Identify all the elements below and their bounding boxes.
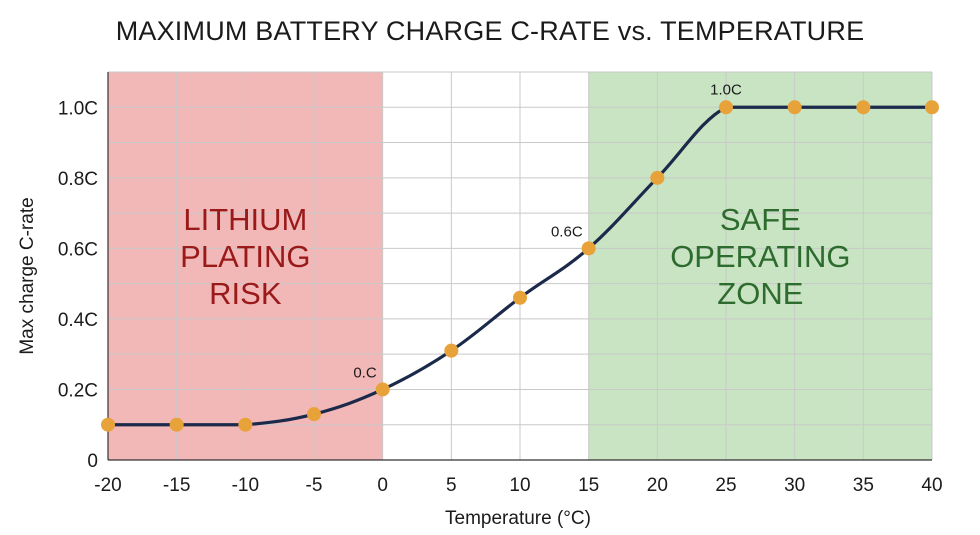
data-point	[101, 417, 115, 432]
x-tick-label: 25	[715, 475, 736, 496]
y-tick-label: 0.8C	[58, 169, 98, 190]
chart-title: MAXIMUM BATTERY CHARGE C-RATE vs. TEMPER…	[115, 16, 865, 46]
zone-label-1-line-2: ZONE	[717, 276, 803, 311]
y-tick-label: 0.4C	[58, 310, 98, 331]
x-tick-label: 35	[853, 475, 874, 496]
data-label: 1.0C	[710, 81, 742, 98]
zone-label-1-line-1: OPERATING	[670, 239, 850, 274]
y-tick-label: 0	[87, 451, 98, 472]
data-point	[238, 417, 253, 432]
data-label: 0.C	[353, 364, 377, 381]
zone-label-1-line-0: SAFE	[720, 202, 801, 237]
data-label: 0.6C	[551, 223, 583, 240]
data-point	[307, 407, 321, 422]
y-tick-label: 1.0C	[58, 98, 98, 119]
x-tick-label: 15	[578, 475, 599, 496]
data-point	[719, 100, 733, 115]
y-tick-label: 0.2C	[58, 380, 98, 401]
data-point	[925, 100, 939, 115]
x-tick-label: 5	[446, 475, 457, 496]
x-axis-label: Temperature (°C)	[445, 508, 591, 529]
data-point	[856, 100, 871, 115]
x-tick-label: 10	[509, 475, 530, 496]
data-point	[650, 170, 665, 185]
zone-label-0-line-2: RISK	[209, 276, 282, 311]
x-tick-label: 0	[377, 475, 388, 496]
y-tick-label: 0.6C	[58, 239, 98, 260]
data-point	[787, 100, 802, 115]
data-point	[581, 241, 596, 256]
data-point	[169, 417, 184, 432]
zone-label-0-line-1: PLATING	[180, 239, 310, 274]
x-tick-label: 40	[921, 475, 942, 496]
zone-label-0-line-0: LITHIUM	[183, 202, 307, 237]
x-tick-label: -15	[163, 475, 190, 496]
x-tick-label: -5	[306, 475, 323, 496]
x-tick-label: -20	[94, 475, 121, 496]
x-tick-label: 30	[784, 475, 805, 496]
x-tick-label: 20	[647, 475, 668, 496]
zone-background-1	[588, 72, 932, 460]
x-tick-label: -10	[232, 475, 259, 496]
data-point	[513, 290, 527, 305]
y-axis-label: Max charge C-rate	[17, 197, 38, 354]
data-point	[444, 343, 459, 358]
data-point	[375, 382, 390, 397]
